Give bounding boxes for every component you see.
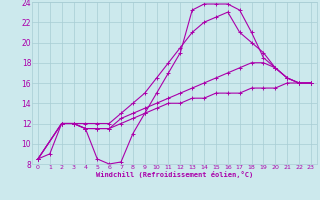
X-axis label: Windchill (Refroidissement éolien,°C): Windchill (Refroidissement éolien,°C) <box>96 171 253 178</box>
